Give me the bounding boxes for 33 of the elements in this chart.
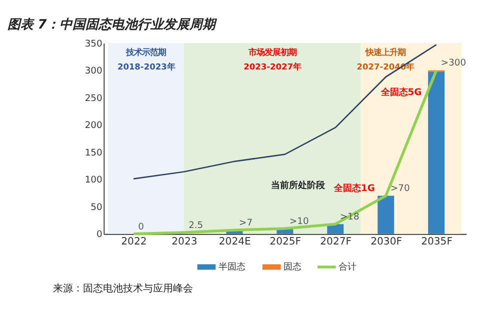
annotation: 全固态1G bbox=[332, 183, 375, 194]
y-tick-label: 50 bbox=[90, 202, 102, 213]
x-tick-label: 2022 bbox=[121, 236, 147, 248]
x-tick-label: 2030F bbox=[370, 236, 402, 248]
data-label: >70 bbox=[390, 183, 410, 194]
data-label: >300 bbox=[440, 58, 466, 69]
chart-title: 图表 7：中国固态电池行业发展周期 bbox=[7, 17, 218, 32]
y-tick-label: 200 bbox=[84, 120, 102, 132]
legend-label: 半固态 bbox=[218, 262, 246, 273]
data-label: 2.5 bbox=[188, 220, 204, 231]
x-tick-label: 2027F bbox=[320, 236, 352, 248]
legend-label: 固态 bbox=[284, 262, 302, 273]
data-label: >7 bbox=[239, 218, 253, 229]
y-tick-label: 150 bbox=[84, 147, 102, 158]
x-tick-label: 2035F bbox=[421, 236, 453, 248]
y-tick-label: 350 bbox=[84, 38, 102, 50]
data-label: 0 bbox=[138, 221, 144, 232]
y-tick-label: 0 bbox=[96, 229, 102, 240]
bar bbox=[378, 196, 394, 234]
band-label: 技术示范期 2018-2023年 bbox=[117, 46, 175, 72]
y-tick-label: 300 bbox=[84, 66, 102, 77]
y-tick-label: 250 bbox=[84, 92, 102, 104]
source-note: 来源：固态电池技术与应用峰会 bbox=[53, 282, 194, 295]
y-tick-label: 100 bbox=[84, 174, 102, 186]
annotation: 当前所处阶段 bbox=[270, 180, 326, 192]
annotation: 全固态5G bbox=[380, 87, 422, 98]
x-tick-label: 2023 bbox=[172, 236, 198, 248]
x-tick-label: 2025F bbox=[270, 236, 302, 248]
x-tick-label: 2024E bbox=[218, 236, 251, 248]
band-label: 市场发展初期 2023-2027年 bbox=[244, 46, 301, 72]
data-label: >10 bbox=[290, 216, 310, 227]
legend-label: 合计 bbox=[338, 262, 357, 273]
bar bbox=[428, 72, 445, 234]
